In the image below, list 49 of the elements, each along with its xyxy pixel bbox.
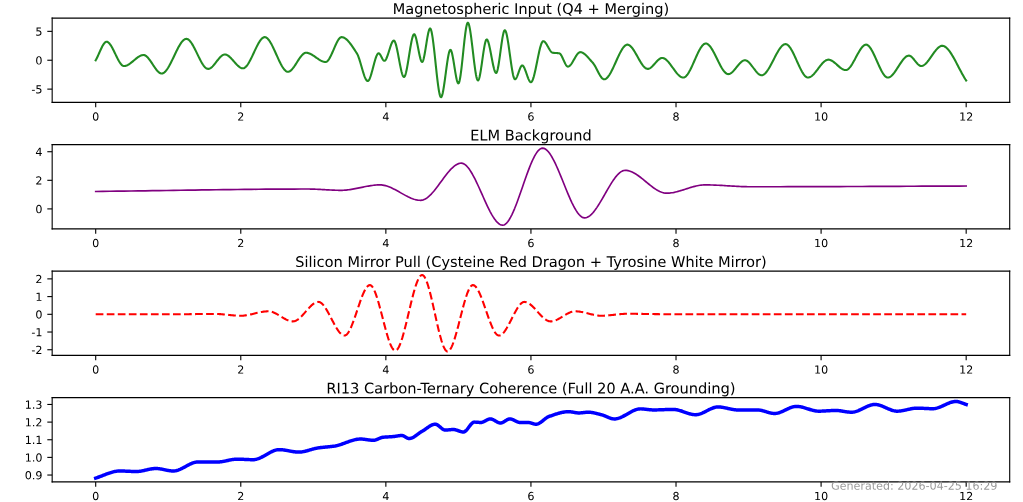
y-tick-label: 0.9 bbox=[25, 471, 42, 480]
x-tick-label: 4 bbox=[382, 491, 389, 501]
x-tick-label: 6 bbox=[528, 491, 534, 501]
x-tick-label: 4 bbox=[382, 112, 389, 121]
x-tick-label: 10 bbox=[815, 112, 828, 121]
x-tick-label: 0 bbox=[92, 112, 99, 121]
x-tick-label: 0 bbox=[92, 491, 99, 501]
x-tick-label: 10 bbox=[815, 365, 828, 374]
x-tick-label: 6 bbox=[528, 238, 534, 248]
x-tick-label: 0 bbox=[92, 365, 99, 374]
x-tick-label: 2 bbox=[238, 365, 244, 374]
x-tick-label: 8 bbox=[673, 238, 679, 248]
x-tick-label: 8 bbox=[673, 365, 679, 374]
y-tick-label: -5 bbox=[31, 85, 42, 94]
chart-title: Silicon Mirror Pull (Cysteine Red Dragon + Tyrosine White Mirror) bbox=[296, 255, 766, 270]
y-tick-label: 4 bbox=[35, 147, 42, 156]
annotation: Generated: 2026-04-25 16:29 bbox=[831, 481, 997, 490]
x-tick-label: 8 bbox=[673, 491, 679, 501]
chart-title: RI13 Carbon-Ternary Coherence (Full 20 A.A. Grounding) bbox=[327, 382, 735, 397]
chart-title: Magnetospheric Input (Q4 + Merging) bbox=[394, 2, 668, 17]
x-tick-label: 0 bbox=[92, 238, 99, 248]
x-tick-label: 6 bbox=[528, 112, 534, 121]
y-tick-label: 0 bbox=[36, 204, 42, 214]
x-tick-label: 2 bbox=[238, 238, 244, 248]
y-tick-label: 1.1 bbox=[26, 435, 42, 444]
x-tick-label: 12 bbox=[960, 238, 973, 248]
y-tick-label: 1.0 bbox=[26, 453, 42, 462]
y-tick-label: -1 bbox=[31, 328, 42, 337]
y-tick-label: 0 bbox=[36, 310, 42, 319]
x-tick-label: 12 bbox=[960, 112, 973, 121]
x-tick-label: 8 bbox=[673, 112, 679, 121]
y-tick-label: 1.3 bbox=[26, 400, 42, 409]
chart-title: ELM Background bbox=[471, 129, 591, 144]
y-tick-label: 5 bbox=[36, 27, 42, 36]
y-tick-label: 1 bbox=[36, 292, 42, 301]
x-tick-label: 12 bbox=[960, 491, 973, 501]
x-tick-label: 2 bbox=[238, 112, 244, 121]
y-tick-label: 0 bbox=[36, 56, 42, 65]
y-tick-label: 2 bbox=[36, 274, 42, 284]
y-tick-label: 2 bbox=[36, 176, 42, 185]
x-tick-label: 6 bbox=[528, 365, 534, 374]
x-tick-label: 10 bbox=[815, 238, 828, 248]
y-tick-label: 1.2 bbox=[26, 418, 42, 427]
x-tick-label: 12 bbox=[960, 365, 973, 374]
y-tick-label: -2 bbox=[31, 345, 42, 354]
x-tick-label: 4 bbox=[382, 238, 389, 248]
x-tick-label: 4 bbox=[382, 365, 389, 374]
x-tick-label: 10 bbox=[815, 491, 828, 501]
x-tick-label: 2 bbox=[238, 491, 244, 501]
